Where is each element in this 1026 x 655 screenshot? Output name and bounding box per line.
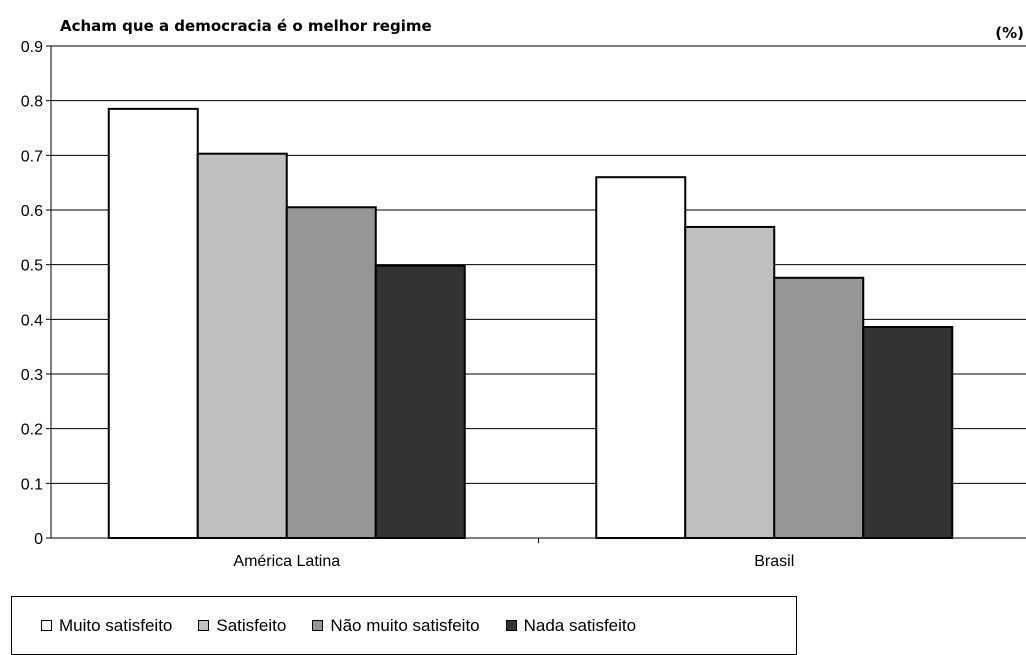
legend-swatch (312, 620, 324, 631)
legend-item: Satisfeito (198, 616, 286, 636)
legend-items: Muito satisfeito Satisfeito Não muito sati… (12, 597, 796, 654)
legend-label: Satisfeito (216, 615, 287, 635)
legend-swatch (505, 620, 517, 631)
unit-label: (%) (995, 24, 1024, 42)
y-tick-label: 0.3 (21, 367, 43, 384)
bar-america-latina-1 (196, 152, 288, 539)
bar-brasil-0 (595, 176, 687, 539)
chart-title: Acham que a democracia é o melhor regime (60, 17, 432, 35)
bar-chart: Acham que a democracia é o melhor regime… (21, 17, 1026, 570)
legend-swatch (198, 620, 210, 631)
y-tick-label: 0.1 (21, 476, 43, 493)
legend-item: Não muito satisfeito (312, 615, 480, 636)
legend-item: Nada satisfeito (505, 615, 637, 636)
bar-america-latina-2 (285, 206, 377, 539)
y-tick-label: 0.5 (21, 258, 43, 275)
y-tick-label: 0.8 (21, 94, 43, 111)
bars (107, 107, 954, 540)
y-tick-label: 0.9 (21, 39, 43, 56)
x-category-label: América Latina (233, 553, 340, 570)
legend: Muito satisfeito Satisfeito Não muito sati… (11, 596, 797, 655)
y-tick-label: 0.7 (21, 148, 43, 165)
legend-item: Muito satisfeito (41, 616, 172, 636)
x-category-label: Brasil (754, 553, 794, 570)
bar-america-latina-0 (107, 107, 199, 539)
y-tick-label: 0.2 (21, 422, 43, 439)
bar-brasil-3 (862, 325, 954, 539)
y-tick-label: 0.4 (21, 312, 43, 329)
y-tick-label: 0.6 (21, 203, 43, 220)
bar-america-latina-3 (374, 264, 466, 539)
axis-labels: 0 0.1 0.2 0.3 0.4 0.5 0.6 0.7 0.8 0.9 América Lati… (21, 39, 795, 570)
legend-label: Nada satisfeito (523, 615, 637, 635)
bar-brasil-1 (684, 225, 776, 540)
legend-swatch (41, 620, 52, 631)
legend-label: Não muito satisfeito (330, 615, 480, 635)
bar-brasil-2 (773, 276, 865, 539)
legend-label: Muito satisfeito (59, 615, 173, 635)
y-tick-label: 0 (34, 531, 43, 548)
